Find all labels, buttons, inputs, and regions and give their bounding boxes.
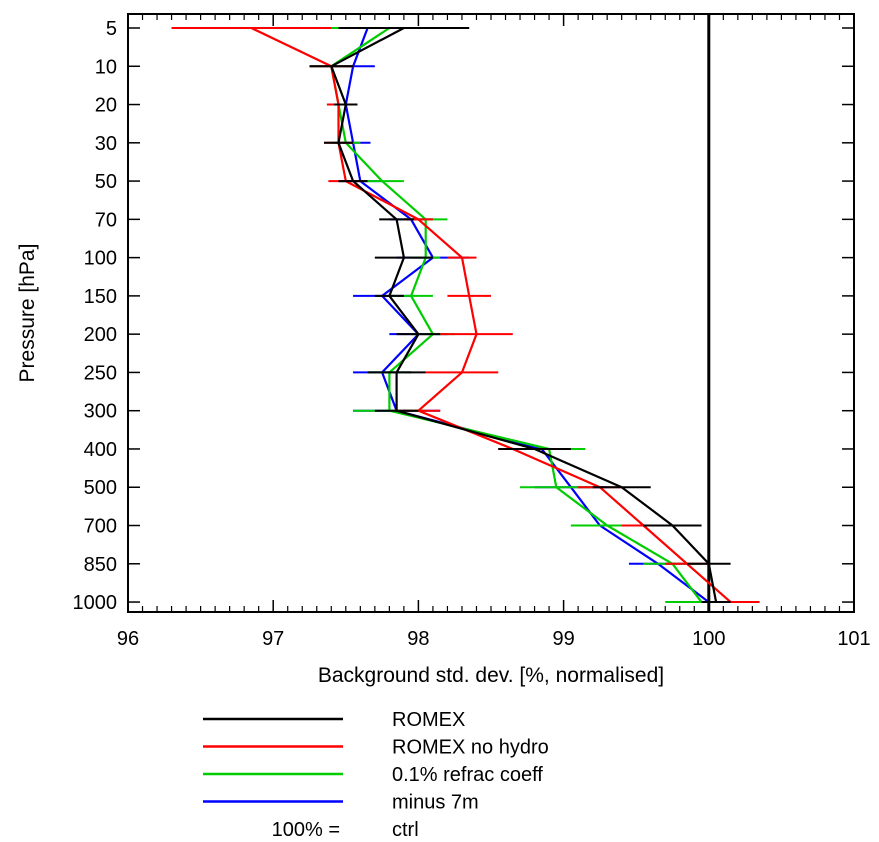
y-axis-ticks: 5 10 20 30 50 70 100 150 200 250 300 400 500 700 850 10… (73, 18, 854, 614)
plot-frame (127, 13, 855, 613)
series-line (330, 27, 718, 603)
y-tick-label: 700 (84, 516, 117, 538)
x-tick-label: 99 (552, 628, 574, 650)
series-line (250, 27, 732, 603)
series-romex (309, 27, 731, 604)
y-tick-label: 300 (84, 401, 117, 423)
legend-label: ROMEX no hydro (392, 737, 549, 759)
chart-axes: 96 97 98 99 100 101 5 10 20 30 50 70 100 150 200 250 30… (73, 13, 871, 650)
legend-reference-name: ctrl (392, 819, 419, 841)
y-tick-label: 70 (95, 209, 117, 231)
series-line (330, 27, 703, 603)
x-tick-label: 97 (262, 628, 284, 650)
y-tick-label: 1000 (73, 592, 118, 614)
y-tick-label: 5 (106, 18, 117, 40)
y-axis-title: Pressure [hPa] (16, 244, 39, 383)
y-tick-label: 50 (95, 171, 117, 193)
legend-reference-label: 100% = (272, 819, 340, 841)
y-tick-label: 150 (84, 286, 117, 308)
x-tick-label: 98 (407, 628, 429, 650)
y-tick-label: 850 (84, 554, 117, 576)
series-romex-no-hydro (171, 27, 760, 604)
y-tick-label: 20 (95, 95, 117, 117)
series-0-1-refrac-coeff (309, 27, 738, 604)
series-line (344, 27, 710, 603)
x-axis-title: Background std. dev. [%, normalised] (318, 664, 664, 687)
y-tick-label: 500 (84, 477, 117, 499)
x-tick-label: 100 (692, 628, 725, 650)
series-minus-7m (302, 27, 738, 604)
legend-label: minus 7m (392, 792, 479, 814)
x-tick-label: 96 (117, 628, 139, 650)
chart-marks (171, 14, 760, 612)
y-tick-label: 30 (95, 133, 117, 155)
y-tick-label: 400 (84, 439, 117, 461)
legend: ROMEX ROMEX no hydro 0.1% refrac coeff minu… (203, 709, 549, 841)
y-tick-label: 10 (95, 56, 117, 78)
x-tick-label: 101 (837, 628, 870, 650)
x-axis-ticks: 96 97 98 99 100 101 (117, 14, 871, 650)
legend-label: 0.1% refrac coeff (392, 764, 543, 786)
y-tick-label: 100 (84, 248, 117, 270)
y-tick-label: 250 (84, 362, 117, 384)
legend-label: ROMEX (392, 709, 465, 731)
y-tick-label: 200 (84, 324, 117, 346)
